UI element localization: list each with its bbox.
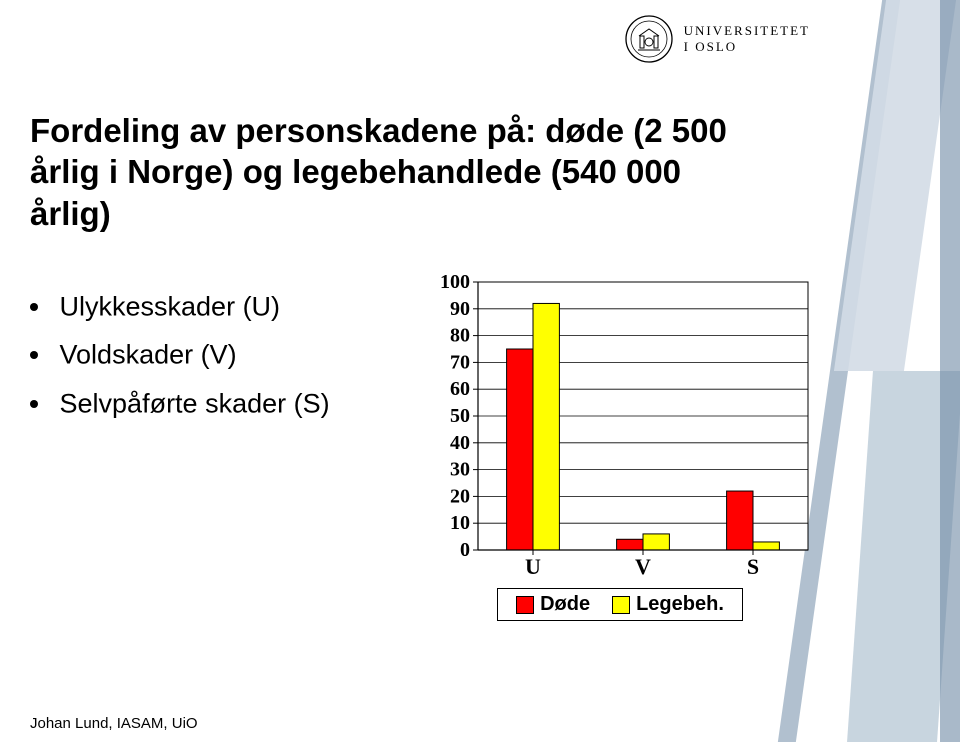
bullet-item: Ulykkesskader (U): [30, 290, 410, 322]
legend-label: Legebeh.: [636, 593, 724, 616]
university-name: UNIVERSITETET I OSLO: [684, 23, 810, 56]
svg-text:20: 20: [450, 485, 470, 507]
svg-text:10: 10: [450, 512, 470, 534]
bullet-dot-icon: [30, 303, 38, 311]
bullet-item: Selvpåførte skader (S): [30, 387, 410, 419]
header: UNIVERSITETET I OSLO: [624, 14, 810, 64]
decorative-band: [830, 0, 960, 742]
chart-legend: Døde Legebeh.: [420, 588, 820, 621]
svg-text:50: 50: [450, 405, 470, 427]
svg-text:80: 80: [450, 325, 470, 347]
svg-text:70: 70: [450, 351, 470, 373]
university-name-line1: UNIVERSITETET: [684, 23, 810, 39]
bar-chart-svg: 0 10 20 30 40 50 60 70 80 90 100 U V S: [420, 270, 820, 580]
university-seal-icon: [624, 14, 674, 64]
bullet-label: Ulykkesskader (U): [60, 291, 281, 321]
svg-text:30: 30: [450, 459, 470, 481]
svg-text:90: 90: [450, 298, 470, 320]
svg-text:40: 40: [450, 432, 470, 454]
bullet-label: Voldskader (V): [60, 340, 237, 370]
svg-text:U: U: [525, 554, 541, 579]
page-title: Fordeling av personskadene på: døde (2 5…: [30, 110, 770, 234]
footer-text: Johan Lund, IASAM, UiO: [30, 715, 198, 732]
bullet-list: Ulykkesskader (U) Voldskader (V) Selvpåf…: [30, 290, 410, 435]
bullet-item: Voldskader (V): [30, 338, 410, 370]
bar-chart: 0 10 20 30 40 50 60 70 80 90 100 U V S Døde Legebeh.: [420, 270, 820, 621]
university-name-line2: I OSLO: [684, 39, 810, 55]
bullet-dot-icon: [30, 351, 38, 359]
svg-text:60: 60: [450, 378, 470, 400]
legend-swatch-icon: [612, 596, 630, 614]
legend-swatch-icon: [516, 596, 534, 614]
bullet-dot-icon: [30, 400, 38, 408]
svg-text:S: S: [747, 554, 759, 579]
legend-item: Legebeh.: [612, 593, 724, 616]
bullet-label: Selvpåførte skader (S): [60, 388, 330, 418]
svg-text:0: 0: [460, 539, 470, 561]
legend-item: Døde: [516, 593, 590, 616]
legend-label: Døde: [540, 593, 590, 616]
svg-text:V: V: [635, 554, 651, 579]
svg-text:100: 100: [440, 271, 470, 293]
